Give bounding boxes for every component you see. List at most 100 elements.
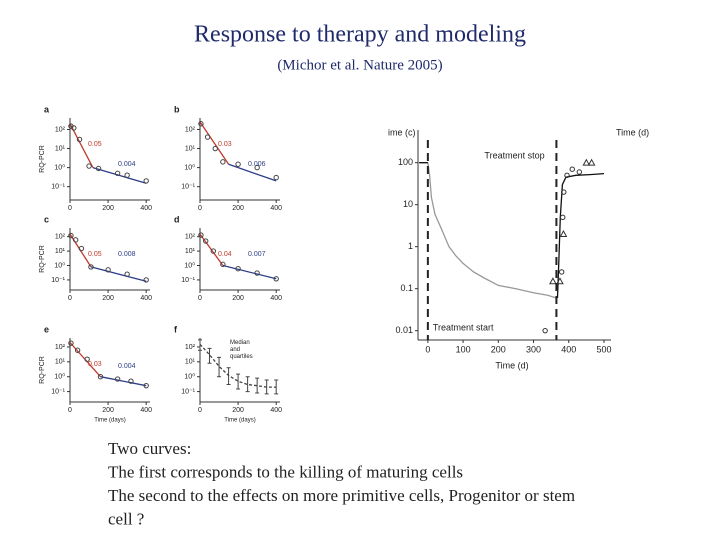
y-tick-label: 10⁰ xyxy=(184,163,195,171)
series-line xyxy=(199,121,230,165)
y-tick-label: 10¹ xyxy=(55,145,66,152)
y-tick-label: 10¹ xyxy=(185,145,196,152)
point xyxy=(549,277,557,285)
point xyxy=(114,170,121,177)
y-tick-label: 10⁰ xyxy=(184,373,195,381)
point xyxy=(559,229,568,238)
x-tick-label: 400 xyxy=(270,407,282,414)
header-label: ime (c) xyxy=(388,127,416,137)
point xyxy=(68,232,74,239)
series-line xyxy=(69,123,94,168)
point xyxy=(88,264,94,270)
series-line xyxy=(419,162,605,299)
panel-letter: d xyxy=(174,214,180,224)
header-label: Time (d) xyxy=(616,127,649,137)
slide-subtitle: (Michor et al. Nature 2005) xyxy=(277,57,442,73)
series-line xyxy=(100,376,147,387)
y-tick-label: 10⁻¹ xyxy=(51,388,65,395)
slope-label: 0.03 xyxy=(88,361,102,368)
y-tick-label: 10⁻¹ xyxy=(51,184,65,191)
point xyxy=(198,121,204,127)
panel-note: Median and quartiles xyxy=(230,340,253,360)
x-tick-label: 200 xyxy=(102,295,114,302)
panel-letter: a xyxy=(44,104,50,114)
point xyxy=(97,374,104,380)
point xyxy=(124,172,130,178)
y-tick-label: 10² xyxy=(185,234,196,241)
point xyxy=(569,166,575,172)
x-tick-label: 200 xyxy=(491,344,506,354)
x-axis-label: Time (d) xyxy=(495,360,528,370)
point xyxy=(198,232,204,238)
point xyxy=(576,169,583,175)
x-tick-label: 0 xyxy=(68,407,72,414)
point xyxy=(558,269,565,275)
point xyxy=(203,238,209,244)
point xyxy=(143,382,149,389)
notes: Two curves: The first corresponds to the … xyxy=(108,439,575,529)
point xyxy=(561,189,567,195)
point xyxy=(74,347,81,353)
x-tick-label: 300 xyxy=(526,344,541,354)
series-line xyxy=(228,163,277,182)
point xyxy=(212,145,218,152)
panel-letter: b xyxy=(174,104,180,114)
error-bar xyxy=(255,377,260,394)
point xyxy=(560,214,566,221)
y-tick-label: 10⁰ xyxy=(54,163,65,171)
point xyxy=(273,174,279,181)
point xyxy=(220,261,226,268)
x-tick-label: 200 xyxy=(232,295,244,302)
point xyxy=(582,158,591,166)
series-line xyxy=(427,162,557,299)
x-tick-label: 200 xyxy=(102,205,114,212)
y-tick-label: 1 xyxy=(408,241,413,251)
slide-title: Response to therapy and modeling xyxy=(194,22,526,48)
x-tick-label: 500 xyxy=(596,344,611,354)
x-tick-label: 400 xyxy=(140,205,152,212)
y-tick-label: 0.01 xyxy=(395,325,413,335)
x-tick-label: 200 xyxy=(232,205,244,212)
point xyxy=(143,178,149,184)
note-line: The second to the effects on more primit… xyxy=(108,486,575,505)
error-bar xyxy=(264,379,269,395)
event-label: Treatment start xyxy=(433,322,494,332)
point xyxy=(254,270,260,276)
point xyxy=(71,125,77,131)
point xyxy=(86,163,92,169)
slope-label: 0.004 xyxy=(118,363,136,370)
point xyxy=(76,136,83,143)
slope-label: 0.05 xyxy=(88,251,102,258)
x-tick-label: 400 xyxy=(270,295,282,302)
point xyxy=(114,376,121,382)
error-bar xyxy=(226,367,231,385)
y-tick-label: 10² xyxy=(55,344,66,351)
y-tick-label: 10⁰ xyxy=(54,373,65,381)
slope-label: 0.007 xyxy=(248,251,266,258)
y-tick-label: 0.1 xyxy=(400,283,413,293)
y-tick-label: 10² xyxy=(55,126,66,133)
point xyxy=(273,276,279,282)
error-bar xyxy=(245,376,250,393)
point xyxy=(235,161,241,167)
series-line xyxy=(90,266,147,282)
note-line: cell ? xyxy=(108,509,144,528)
y-tick-label: 10 xyxy=(403,199,413,209)
note-line: The first corresponds to the killing of … xyxy=(108,462,463,481)
x-tick-label: 400 xyxy=(140,295,152,302)
point xyxy=(564,172,570,179)
point xyxy=(556,277,564,285)
point xyxy=(73,237,79,243)
y-axis-label: RQ-PCR xyxy=(39,145,46,173)
panel-letter: f xyxy=(174,324,178,334)
point xyxy=(68,340,74,346)
panel-letter: c xyxy=(44,214,49,224)
note-line: Two curves: xyxy=(108,439,191,458)
error-bar xyxy=(217,356,222,378)
x-tick-label: 400 xyxy=(140,407,152,414)
x-tick-label: 100 xyxy=(456,344,471,354)
point xyxy=(210,248,217,254)
y-axis-label: RQ-PCR xyxy=(39,245,46,273)
x-tick-label: 0 xyxy=(198,205,202,212)
